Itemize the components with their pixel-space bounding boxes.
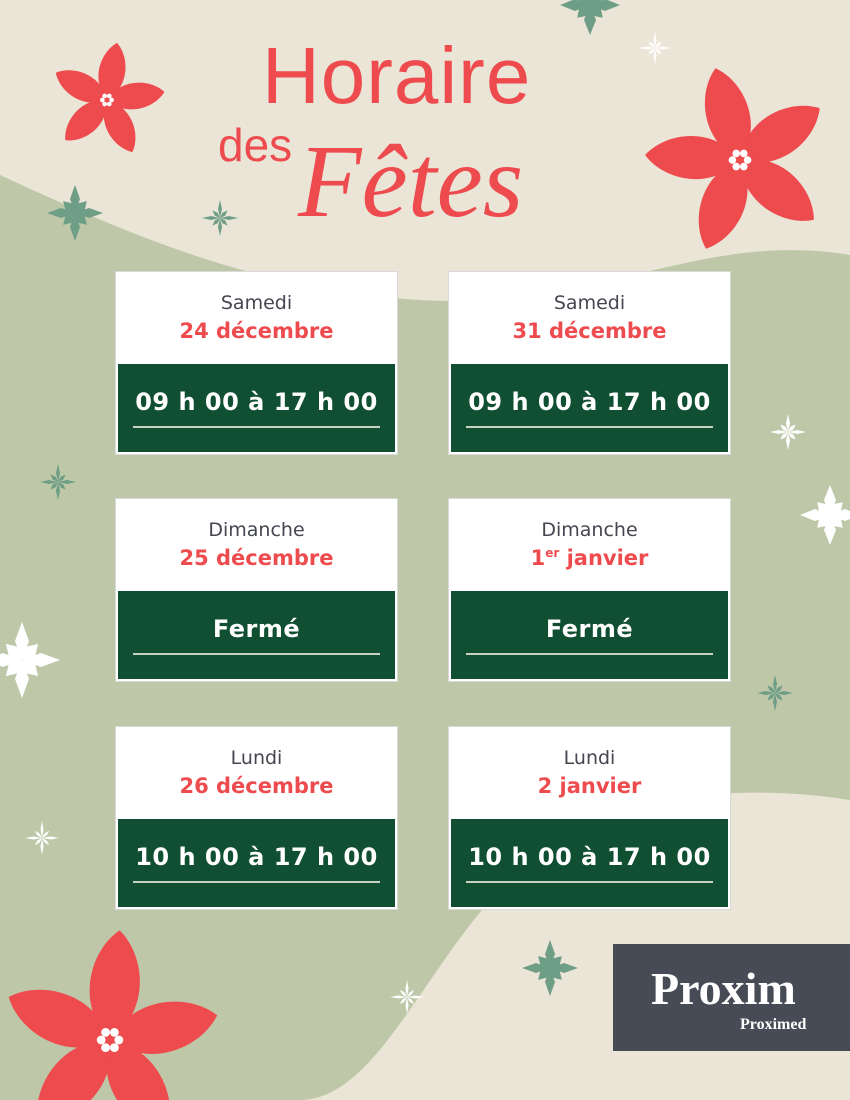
card-hours-panel: 10 h 00 à 17 h 00 [451,819,728,907]
card-hours-panel: Fermé [118,591,395,679]
card-hours-panel: 10 h 00 à 17 h 00 [118,819,395,907]
date-number: 1 [530,546,546,570]
card-date: 1er janvier [449,546,730,570]
divider [133,426,380,428]
star-icon [800,485,850,545]
date-ordinal: er [545,546,560,560]
card-day: Samedi [553,292,626,314]
star-icon [202,200,238,236]
schedule-card: Dimanche 1er janvier Fermé [448,498,731,682]
star-icon [0,622,60,698]
card-date: 2 janvier [537,774,642,798]
title-horaire: Horaire [262,31,532,120]
divider [466,653,713,655]
schedule-card: Lundi 26 décembre 10 h 00 à 17 h 00 [115,726,398,910]
card-date: 31 décembre [512,319,667,343]
card-hours: 10 h 00 à 17 h 00 [135,843,378,871]
card-hours: 10 h 00 à 17 h 00 [468,843,711,871]
star-icon [25,821,59,855]
divider [133,653,380,655]
proxim-logo: Proxim Proximed [613,944,850,1051]
star-icon [757,675,793,711]
poinsettia-icon [55,42,165,153]
poinsettia-icon [8,930,218,1100]
schedule-card: Dimanche 25 décembre Fermé [115,498,398,682]
divider [466,426,713,428]
card-hours-panel: 09 h 00 à 17 h 00 [118,364,395,452]
card-day: Dimanche [541,519,638,541]
star-icon [522,940,578,996]
card-day: Lundi [230,747,283,769]
card-hours-panel: Fermé [451,591,728,679]
title-fetes: Fêtes [298,124,524,239]
schedule-card: Lundi 2 janvier 10 h 00 à 17 h 00 [448,726,731,910]
card-day: Dimanche [208,519,305,541]
schedule-card: Samedi 31 décembre 09 h 00 à 17 h 00 [448,271,731,455]
schedule-card: Samedi 24 décembre 09 h 00 à 17 h 00 [115,271,398,455]
star-icon [40,464,76,500]
card-hours: Fermé [212,615,301,643]
star-icon [560,0,620,35]
card-day: Lundi [563,747,616,769]
card-day: Samedi [220,292,293,314]
logo-sub: Proximed [740,1016,807,1033]
date-month: janvier [559,546,649,570]
title-des: des [218,119,293,171]
card-hours: Fermé [545,615,634,643]
star-icon [770,414,806,450]
logo-main: Proxim [651,963,796,1014]
card-hours: 09 h 00 à 17 h 00 [468,388,711,416]
divider [133,881,380,883]
star-icon [390,980,424,1014]
star-icon [47,185,103,241]
poinsettia-icon [645,68,820,249]
card-date: 26 décembre [179,774,334,798]
card-date: 24 décembre [179,319,334,343]
divider [466,881,713,883]
card-hours: 09 h 00 à 17 h 00 [135,388,378,416]
star-icon [639,32,671,64]
card-date: 25 décembre [179,546,334,570]
card-hours-panel: 09 h 00 à 17 h 00 [451,364,728,452]
